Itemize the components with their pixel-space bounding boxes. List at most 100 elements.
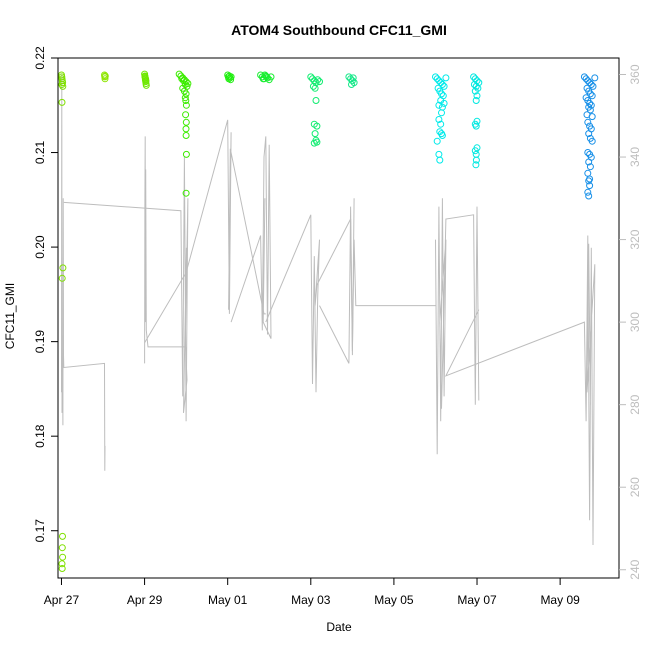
scatter-point [307,73,315,81]
line-series-segment-4 [230,136,272,339]
scatter-point [182,125,190,133]
scatter-point [435,116,443,123]
y-tick-label: 0.20 [33,235,47,259]
y2-tick-label: 300 [628,312,642,332]
scatter-point [472,156,480,164]
scatter-point [263,73,271,81]
scatter-point [58,544,66,552]
scatter-point [435,77,443,85]
scatter-point [433,137,441,145]
scatter-point [435,101,443,109]
scatter-point [586,182,594,190]
scatter-point [182,189,190,197]
scatter-point [309,75,316,83]
x-tick-label: May 03 [291,593,331,607]
scatter-point [182,101,190,109]
x-tick-label: Apr 29 [127,593,163,607]
scatter-point [437,120,445,128]
scatter-point [59,264,67,272]
x-tick-label: Apr 27 [44,593,80,607]
y2-tick-label: 320 [628,229,642,249]
scatter-point [182,90,190,98]
scatter-point [314,76,322,84]
scatter-point [142,77,150,85]
scatter-point [436,156,444,164]
y2-tick-label: 260 [628,477,642,497]
plot-marks [58,70,599,572]
scatter-point [433,75,441,83]
scatter-point [348,77,356,85]
line-series-segment-8 [444,235,596,546]
scatter-point [585,130,593,138]
scatter-point [311,84,319,92]
scatter-point [58,560,66,568]
y-tick-label: 0.22 [33,46,47,70]
chart-title: ATOM4 Southbound CFC11_GMI [231,22,447,38]
x-tick-label: May 09 [540,593,580,607]
scatter-point [587,81,595,88]
scatter-point [442,74,450,82]
scatter-point [59,532,66,540]
line-series-segment-1 [63,156,189,422]
scatter-point [591,74,599,82]
scatter-point [349,74,357,82]
scatter-point [472,122,480,130]
scatter-point [586,106,594,114]
scatter-point [471,87,479,95]
scatter-point [438,132,446,139]
y2-tick-label: 360 [628,64,642,84]
scatter-point [472,161,480,169]
y-tick-label: 0.19 [33,330,47,354]
scatter-point [309,82,317,90]
scatter-point [180,77,187,85]
scatter-point [312,97,320,104]
scatter-point [227,76,235,84]
line-series-segment-6 [319,206,436,364]
plot-frame [57,57,620,579]
scatter-point [182,118,190,126]
scatter-point [313,122,321,130]
y-tick-label: 0.18 [33,424,47,448]
scatter-point [59,553,67,561]
scatter-point [316,78,323,86]
scatter-point [227,73,235,81]
scatter-point [472,97,480,104]
scatter-point [58,98,66,106]
x-tick-label: May 07 [457,593,497,607]
axes: Apr 27 Apr 29 May 01 May 03 May 05 May 07 May … [33,46,642,607]
scatter-point [586,163,594,171]
scatter-point [267,73,275,81]
scatter-point [585,158,593,166]
line-series-segment-0 [61,74,106,471]
scatter-point [585,192,593,200]
line-series-segment-2 [144,136,187,364]
scatter-point [470,81,478,88]
scatter-point [142,81,150,89]
scatter-point [584,149,592,156]
scatter-point [313,138,321,146]
scatter-point [101,72,109,80]
scatter-point [471,147,479,155]
scatter-point [181,94,189,102]
x-axis-label: Date [326,620,352,634]
scatter-point [586,90,594,98]
scatter-point [259,75,267,83]
scatter-point [178,75,186,83]
scatter-point [438,109,445,117]
scatter-point [588,92,596,100]
scatter-point [182,111,190,119]
scatter-point [182,132,190,139]
scatter-point [582,75,590,83]
line-series-segment-7 [435,198,480,455]
scatter-point [588,137,596,145]
scatter-point [585,177,593,185]
y-axis-label: CFC11_GMI [3,283,17,349]
scatter-point [472,82,480,90]
y2-tick-label: 240 [628,559,642,579]
scatter-point [473,92,481,100]
y2-tick-label: 280 [628,394,642,414]
scatter-point [584,118,592,126]
scatter-point [58,565,66,572]
